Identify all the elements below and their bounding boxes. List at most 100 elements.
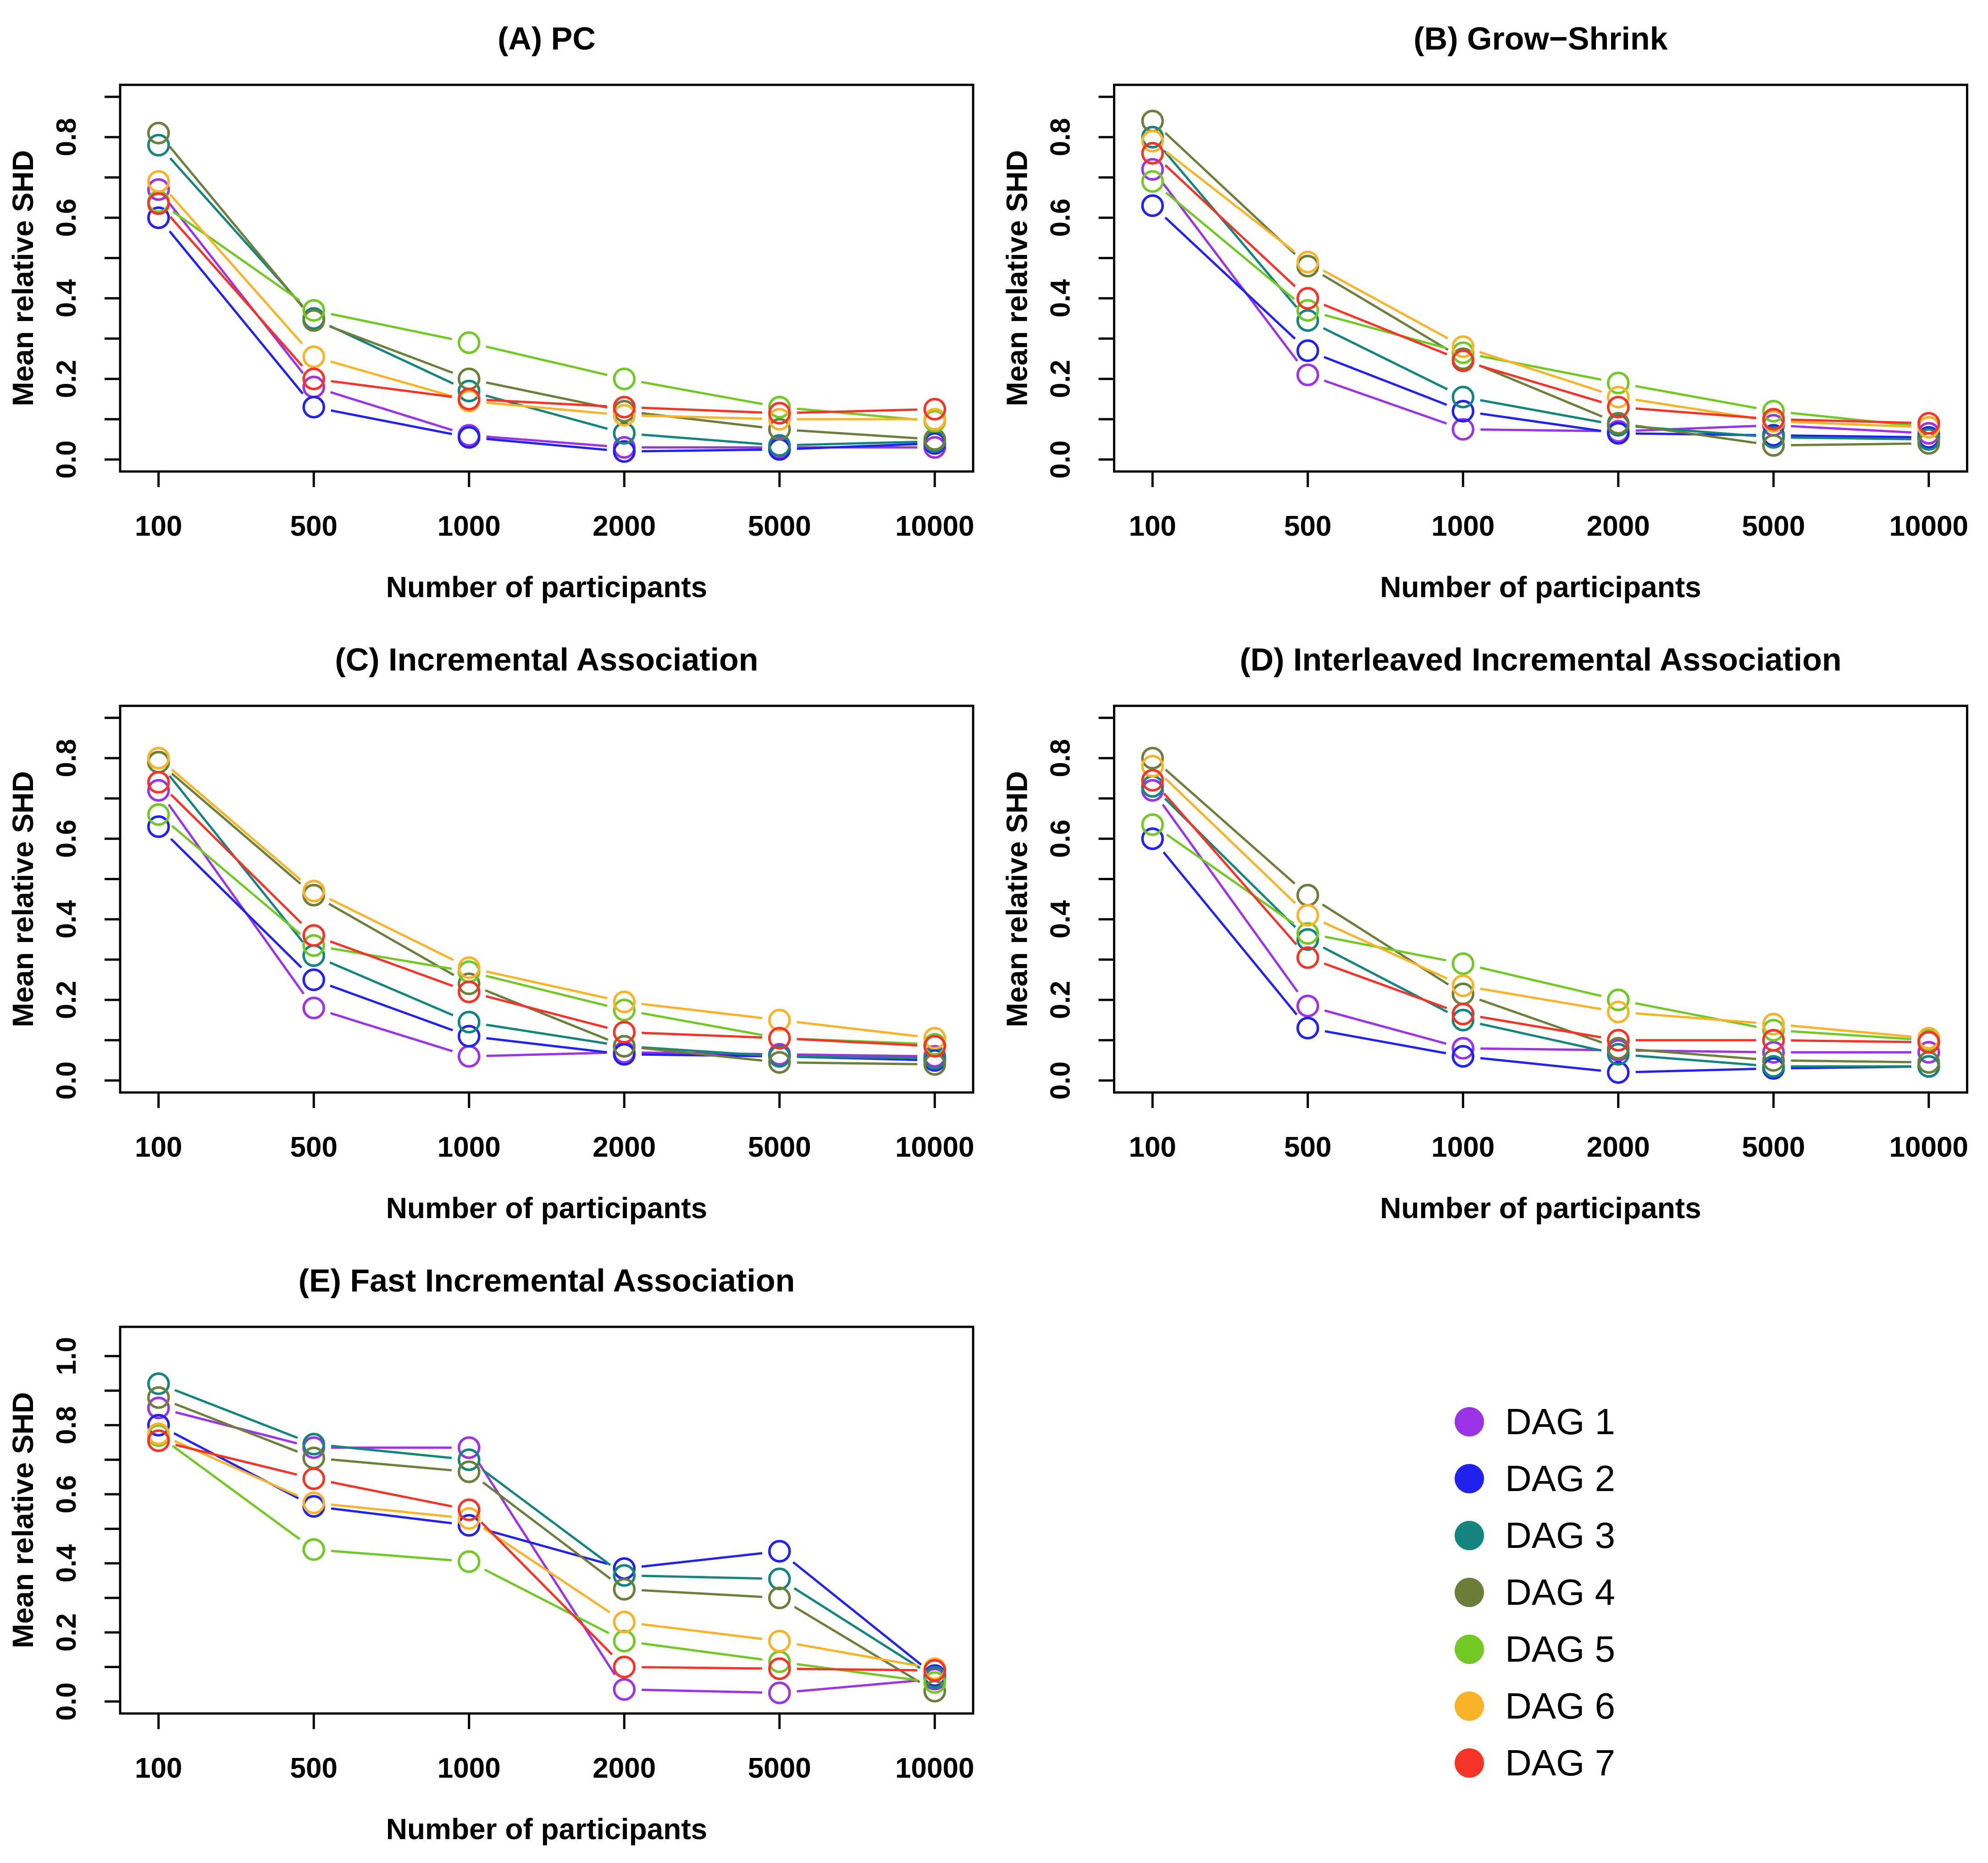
data-point-marker [613,1655,636,1679]
series-line [1163,793,1297,945]
data-point-marker [457,367,481,390]
series-line [486,1051,607,1057]
series-line [1480,1015,1601,1039]
data-point-marker [457,1550,481,1573]
y-tick-label: 0.2 [1045,981,1076,1019]
series-line [792,1561,922,1666]
data-point-marker [457,1498,481,1521]
y-tick-label: 0.4 [51,900,82,938]
series-line [167,804,305,995]
series-line [1164,777,1296,904]
data-point-marker [1296,287,1319,310]
data-point-marker [768,418,791,441]
data-point-marker [1141,827,1164,850]
series-line [1791,425,1911,434]
series-line [1635,425,1756,432]
series-line [1791,434,1911,438]
series-line [1791,1030,1912,1041]
legend-dot-dag-6-icon [1455,1691,1484,1721]
data-point-marker [302,299,325,322]
data-point-marker [1607,988,1630,1011]
y-tick-label: 0.2 [1045,360,1076,398]
series-line [485,989,609,1041]
data-point-marker [923,1659,947,1682]
data-point-marker [147,192,170,215]
data-point-marker [1296,309,1319,332]
plot-box [119,83,975,473]
panel-title: (B) Grow−Shrink [1413,21,1667,56]
x-tick-label: 2000 [593,1752,656,1784]
data-point-marker [1451,1003,1474,1026]
y-tick-label: 0.4 [1045,900,1076,938]
series-line [477,1461,616,1675]
data-point-marker [1607,1037,1630,1060]
data-point-marker [613,990,636,1014]
series-line [486,381,608,409]
y-tick-label: 0.4 [1045,279,1076,317]
series-line [329,898,454,961]
data-point-marker [1141,142,1164,165]
series-line [1323,356,1447,406]
series-line [642,1688,762,1694]
series-line [1322,269,1449,339]
data-point-marker [613,1678,636,1701]
data-point-marker [1141,158,1164,181]
legend-item: DAG 2 [1455,1459,1615,1498]
data-point-marker [768,1630,791,1652]
data-point-marker [302,395,325,419]
data-point-marker [147,1396,170,1419]
legend: DAG 1 DAG 2 DAG 3 DAG 4 DAG 5 DAG 6 [1455,1403,1615,1782]
x-tick-label: 2000 [1587,510,1650,542]
data-point-marker [457,331,481,354]
series-line [168,202,304,374]
series-line [641,1003,763,1020]
series-line [486,435,607,448]
series-line [1480,987,1601,1010]
series-line [171,772,301,885]
series-line [330,391,453,432]
x-axis-label: Number of participants [386,1192,708,1225]
series-line [642,406,762,414]
panel-cell-d: 0.0 0.2 0.4 0.6 0.8 100 500 1000 2000 5000 10000 (D… [994,621,1988,1242]
x-tick-label: 1000 [1431,510,1495,542]
data-point-marker [1296,363,1319,387]
series-line [1790,1024,1912,1038]
legend-dot-dag-4-icon [1455,1578,1484,1607]
data-point-marker [457,1514,481,1537]
x-tick-label: 1000 [437,510,501,542]
series-line [797,407,918,421]
y-tick-label: 0.0 [51,440,82,478]
data-point-marker [457,1507,481,1530]
series-line [1323,962,1447,1009]
data-point-marker [1296,883,1319,907]
panel-d-interleaved-incremental-association-chart: 0.0 0.2 0.4 0.6 0.8 100 500 1000 2000 5000 10000 (D… [994,621,1988,1242]
series-line [1480,1057,1601,1072]
series-line [174,1403,298,1453]
data-point-marker [1607,371,1630,394]
series-line [328,903,454,976]
series-line [169,194,303,345]
series-line [1162,804,1299,992]
y-axis-label: Mean relative SHD [6,771,39,1027]
series-line [1324,935,1446,962]
x-axis-label: Number of participants [1380,1192,1701,1225]
series-line [1164,216,1296,340]
data-point-marker [147,1372,170,1395]
data-point-marker [1607,422,1630,445]
y-tick-label: 0.8 [51,739,82,777]
data-point-marker [1296,1016,1319,1040]
data-point-marker [457,379,481,403]
series-line [1165,769,1296,885]
series-line [1791,1039,1911,1043]
series-line [642,1666,762,1670]
series-line [331,1549,452,1562]
panel-title: (C) Incremental Association [335,642,758,677]
data-point-marker [302,996,325,1020]
series-line [175,1443,297,1476]
data-point-marker [768,1657,791,1680]
data-point-marker [302,1492,325,1514]
data-point-marker [768,1051,791,1074]
series-line [330,1012,453,1053]
data-point-marker [613,1043,636,1066]
x-tick-label: 500 [290,1752,337,1784]
